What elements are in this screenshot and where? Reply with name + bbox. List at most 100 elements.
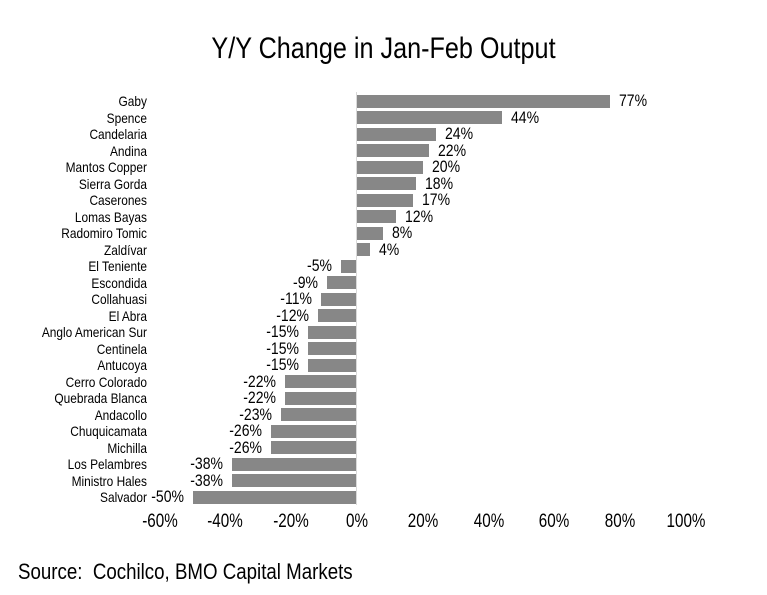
category-label: Caserones: [89, 192, 147, 209]
bar-row: Spence 44%: [0, 110, 767, 127]
bar-row: Zaldívar 4%: [0, 242, 767, 259]
bar-row: Ministro Hales -38%: [0, 471, 767, 490]
value-label: 8%: [392, 224, 413, 243]
bar: [357, 111, 502, 125]
category-label: El Abra: [108, 307, 147, 324]
bar: [327, 276, 357, 290]
category-label: Centinela: [96, 340, 147, 357]
bar: [284, 375, 357, 389]
bar-row: Collahuasi -11%: [0, 291, 767, 308]
bar: [357, 226, 384, 240]
bar: [357, 210, 397, 224]
plot-area: Gaby 77% Spence 44% Candelaria 24% Andina 22% Ma…: [0, 93, 767, 506]
value-label: 17%: [421, 191, 450, 210]
category-label: El Teniente: [88, 258, 147, 275]
bar: [307, 342, 357, 356]
value-label: 77%: [619, 92, 648, 111]
bar-row: El Teniente -5%: [0, 258, 767, 275]
bar: [307, 325, 357, 339]
bar-row: Salvador -50%: [0, 489, 767, 506]
bar-row: Cerro Colorado -22%: [0, 373, 767, 390]
value-label: 44%: [510, 108, 539, 127]
bar: [340, 259, 357, 273]
value-label: 24%: [444, 125, 474, 144]
bar: [271, 424, 357, 438]
category-label: Salvador: [100, 489, 147, 506]
value-label: -15%: [265, 356, 299, 375]
bar: [307, 358, 357, 372]
bar-row: Anglo American Sur -15%: [0, 324, 767, 341]
bar-row: Centinela -15%: [0, 339, 767, 358]
bar-row: Chuquicamata -26%: [0, 423, 767, 440]
bar-row: Quebrada Blanca -22%: [0, 390, 767, 407]
x-tick-label: -60%: [141, 511, 178, 532]
bar: [357, 94, 611, 108]
bar-row: El Abra -12%: [0, 306, 767, 325]
bar: [357, 144, 430, 158]
category-label: Antucoya: [97, 357, 147, 374]
value-label: -26%: [229, 438, 263, 457]
bar-row: Escondida -9%: [0, 274, 767, 291]
category-label: Andacollo: [94, 406, 147, 423]
value-label: 22%: [438, 141, 467, 160]
value-label: 12%: [405, 207, 434, 226]
value-label: -15%: [265, 339, 299, 358]
category-label: Los Pelambres: [67, 456, 147, 473]
category-label: Ministro Hales: [71, 472, 147, 489]
bar: [357, 127, 436, 141]
zero-axis-line: [356, 92, 357, 505]
value-label: -26%: [229, 422, 263, 441]
bar: [357, 243, 371, 257]
value-label: 4%: [379, 240, 400, 259]
x-tick-label: 60%: [539, 511, 570, 532]
bar: [284, 391, 357, 405]
source-note: Source: Cochilco, BMO Capital Markets: [18, 559, 353, 584]
x-tick-label: 0%: [346, 511, 368, 532]
bar-row: Los Pelambres -38%: [0, 456, 767, 473]
category-label: Andina: [109, 142, 147, 159]
bar: [281, 408, 357, 422]
bar-row: Radomiro Tomic 8%: [0, 225, 767, 242]
bar-row: Mantos Copper 20%: [0, 159, 767, 176]
bar: [231, 457, 357, 471]
x-tick-label: 40%: [473, 511, 504, 532]
x-tick-label: 80%: [604, 511, 636, 532]
category-label: Anglo American Sur: [41, 324, 147, 341]
bar: [192, 490, 357, 504]
x-tick-label: -40%: [207, 511, 244, 532]
category-label: Lomas Bayas: [74, 208, 147, 225]
category-label: Quebrada Blanca: [54, 390, 148, 407]
chart-title: Y/Y Change in Jan-Feb Output: [211, 32, 556, 65]
bar: [231, 474, 357, 488]
bar-row: Sierra Gorda 18%: [0, 176, 767, 193]
bar-row: Lomas Bayas 12%: [0, 209, 767, 226]
category-label: Escondida: [91, 274, 147, 291]
x-tick-label: 20%: [407, 511, 439, 532]
bar: [320, 292, 357, 306]
value-label: -15%: [265, 323, 299, 342]
value-label: -5%: [306, 257, 332, 276]
value-label: -50%: [150, 488, 184, 507]
value-label: 20%: [431, 158, 460, 177]
bar-row: Gaby 77%: [0, 93, 767, 110]
bar-row: Caserones 17%: [0, 192, 767, 209]
value-label: -22%: [242, 389, 276, 408]
value-label: -38%: [190, 471, 223, 490]
bar-row: Andacollo -23%: [0, 405, 767, 424]
bar: [271, 441, 357, 455]
category-label: Sierra Gorda: [78, 175, 147, 192]
value-label: 18%: [425, 174, 454, 193]
category-label: Mantos Copper: [65, 159, 147, 176]
category-label: Michilla: [107, 439, 147, 456]
value-label: -38%: [190, 455, 223, 474]
value-label: -11%: [280, 290, 312, 309]
x-tick-label: 100%: [666, 511, 706, 532]
bar-row: Michilla -26%: [0, 438, 767, 457]
category-label: Radomiro Tomic: [61, 225, 147, 242]
value-label: -12%: [275, 306, 309, 325]
category-label: Spence: [106, 109, 147, 126]
category-label: Cerro Colorado: [65, 373, 147, 390]
value-label: -23%: [239, 405, 273, 424]
x-tick-label: -20%: [273, 511, 309, 532]
